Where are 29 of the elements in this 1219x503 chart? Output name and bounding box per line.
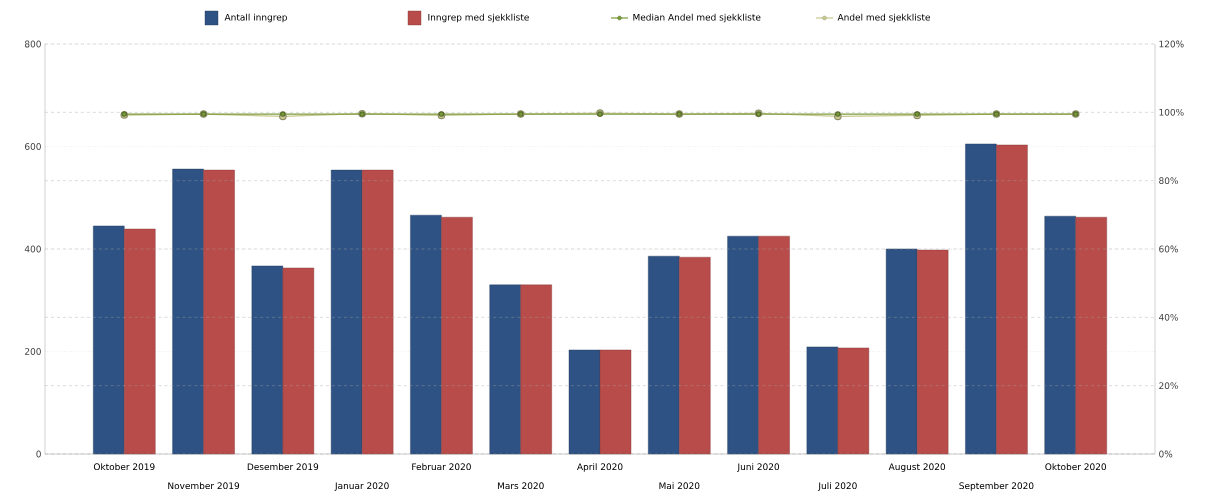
x-tick-label: August 2020	[888, 463, 946, 472]
legend-label: Antall inngrep	[224, 13, 287, 23]
x-tick-label: April 2020	[576, 463, 623, 472]
y-tick-label: 400	[24, 245, 41, 253]
y2-tick-label: 60%	[1159, 245, 1178, 253]
y-tick-label: 0	[36, 450, 41, 458]
x-tick-label: November 2019	[168, 482, 240, 490]
x-tick-label: Oktober 2019	[93, 463, 155, 471]
y2-tick-label: 0%	[1159, 450, 1173, 458]
x-tick-label: September 2020	[959, 482, 1034, 491]
legend-label: Andel med sjekkliste	[837, 13, 930, 23]
x-tick-label: Oktober 2020	[1045, 463, 1107, 471]
x-tick-label: Juli 2020	[817, 482, 857, 491]
y2-tick-label: 80%	[1159, 177, 1178, 185]
x-tick-label: Juni 2020	[737, 463, 780, 472]
y2-tick-label: 100%	[1159, 108, 1184, 116]
y-tick-label: 600	[24, 143, 41, 150]
y2-tick-label: 120%	[1159, 40, 1184, 48]
legend-label: Inngrep med sjekkliste	[428, 13, 529, 23]
legend-label: Median Andel med sjekkliste	[633, 13, 761, 23]
x-tick-label: Mars 2020	[497, 482, 544, 490]
x-tick-label: Februar 2020	[412, 463, 471, 471]
y2-tick-label: 20%	[1159, 382, 1178, 390]
y-tick-label: 800	[24, 40, 41, 48]
x-tick-label: Januar 2020	[334, 482, 389, 491]
x-tick-label: Mai 2020	[659, 482, 700, 490]
x-tick-label: Desember 2019	[247, 463, 319, 471]
y2-tick-label: 40%	[1158, 313, 1178, 321]
y-tick-label: 200	[25, 348, 41, 355]
